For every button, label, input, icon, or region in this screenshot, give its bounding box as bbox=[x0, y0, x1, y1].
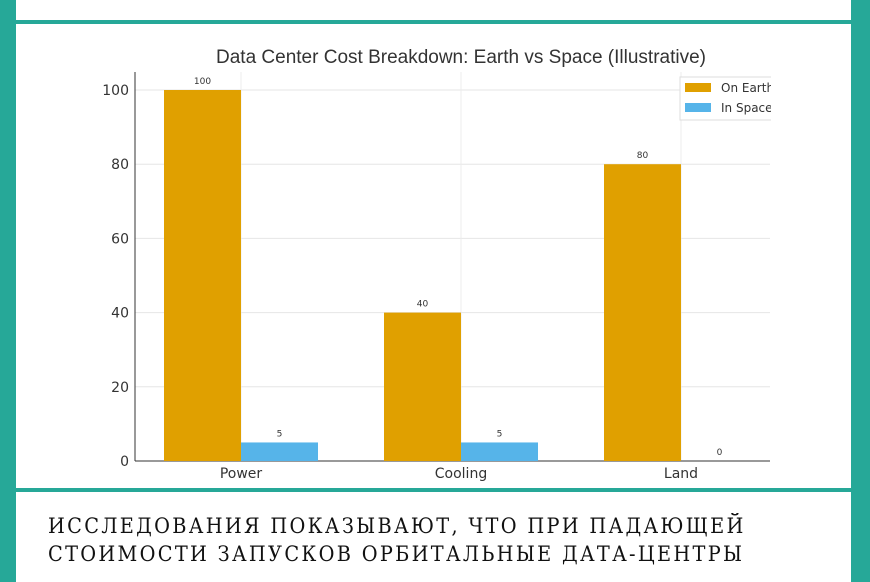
y-tick-label: 40 bbox=[111, 306, 129, 322]
data-label: 5 bbox=[497, 429, 503, 439]
caption-line-2: СТОИМОСТИ ЗАПУСКОВ ОРБИТАЛЬНЫЕ ДАТА-ЦЕНТ… bbox=[48, 542, 745, 566]
x-tick-label: Land bbox=[664, 466, 698, 482]
y-tick-label: 0 bbox=[120, 454, 129, 470]
y-tick-label: 20 bbox=[111, 380, 129, 396]
y-tick-label: 100 bbox=[102, 83, 129, 99]
data-label: 0 bbox=[717, 448, 723, 458]
bar-earth bbox=[164, 90, 241, 461]
bar-earth bbox=[384, 312, 461, 461]
bar-space bbox=[461, 442, 538, 461]
y-tick-label: 80 bbox=[111, 157, 129, 173]
caption-line-1: ИССЛЕДОВАНИЯ ПОКАЗЫВАЮТ, ЧТО ПРИ ПАДАЮЩЕ… bbox=[48, 514, 746, 538]
legend-clip bbox=[771, 70, 851, 130]
bar-space bbox=[241, 442, 318, 461]
legend-swatch bbox=[685, 103, 711, 112]
data-label: 100 bbox=[194, 77, 211, 87]
legend-label: In Space bbox=[721, 101, 773, 115]
bar-earth bbox=[604, 164, 681, 461]
data-label: 40 bbox=[417, 300, 429, 310]
caption-text: ИССЛЕДОВАНИЯ ПОКАЗЫВАЮТ, ЧТО ПРИ ПАДАЮЩЕ… bbox=[48, 512, 746, 568]
x-tick-label: Cooling bbox=[435, 466, 487, 482]
legend-label: On Earth bbox=[721, 81, 774, 95]
top-panel bbox=[16, 0, 851, 20]
y-tick-label: 60 bbox=[111, 231, 129, 247]
bar-chart: Data Center Cost Breakdown: Earth vs Spa… bbox=[102, 47, 851, 482]
x-tick-label: Power bbox=[220, 466, 263, 482]
caption-panel: ИССЛЕДОВАНИЯ ПОКАЗЫВАЮТ, ЧТО ПРИ ПАДАЮЩЕ… bbox=[16, 492, 851, 582]
data-label: 80 bbox=[637, 151, 649, 161]
chart-title: Data Center Cost Breakdown: Earth vs Spa… bbox=[216, 47, 706, 68]
legend-swatch bbox=[685, 83, 711, 92]
data-label: 5 bbox=[277, 429, 283, 439]
